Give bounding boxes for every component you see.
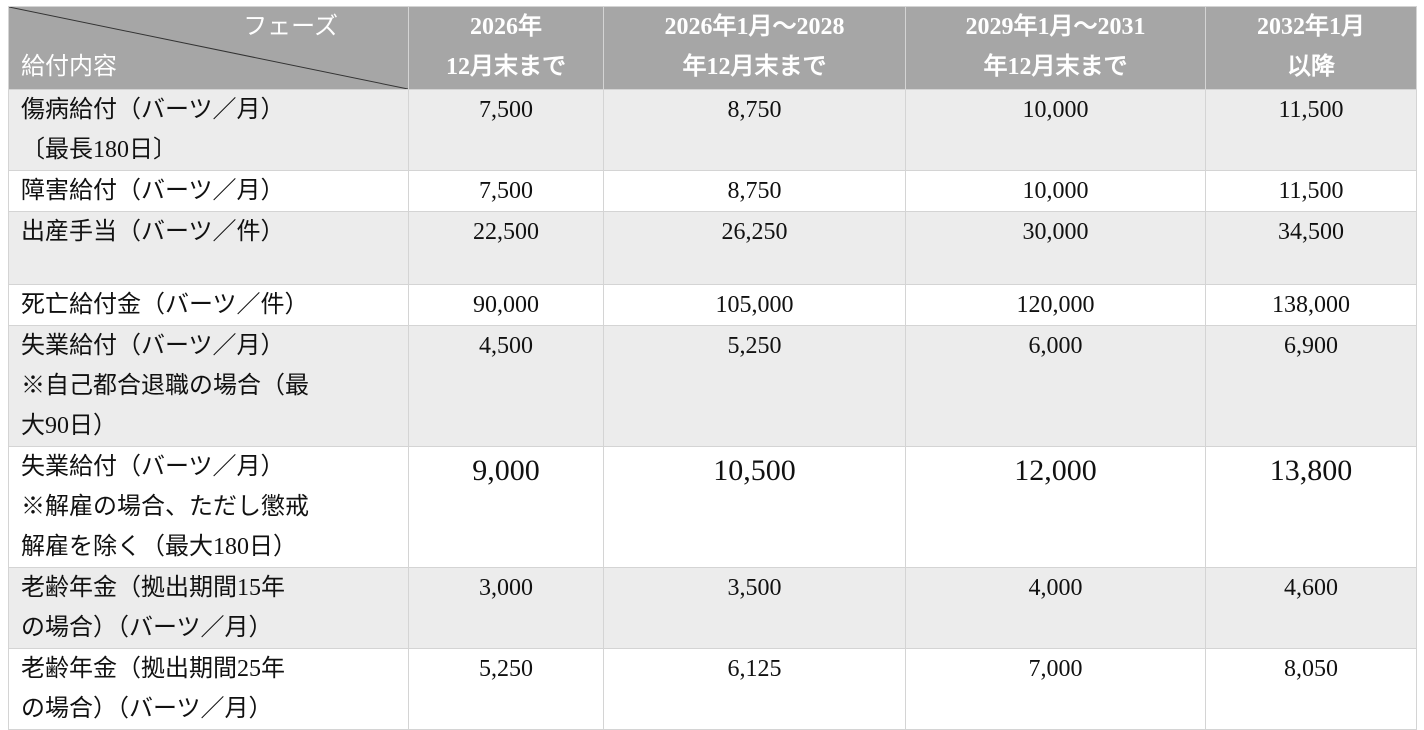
value-cell: 10,000 — [905, 89, 1206, 171]
benefit-table: フェーズ 給付内容 2026年 12月末まで 2026年1月～2028 年12月末まで… — [8, 6, 1417, 730]
value-cell: 4,500 — [408, 325, 604, 447]
value-cell: 5,250 — [603, 325, 906, 447]
header-line: 12月末まで — [446, 54, 566, 80]
column-header: 2029年1月～2031 年12月末まで — [905, 6, 1206, 90]
label-line: 大90日） — [21, 413, 117, 439]
label-line: 失業給付（バーツ／月） — [21, 333, 285, 359]
row-label: 老齢年金（拠出期間15年 の場合）（バーツ／月） — [8, 567, 409, 649]
value-cell: 4,600 — [1205, 567, 1417, 649]
corner-cell: フェーズ 給付内容 — [8, 6, 409, 90]
label-line: 死亡給付金（バーツ／件） — [21, 292, 309, 318]
header-line: 2032年1月 — [1257, 14, 1365, 40]
value-cell: 8,750 — [603, 170, 906, 212]
value-cell: 3,000 — [408, 567, 604, 649]
label-line: 解雇を除く（最大180日） — [21, 534, 297, 560]
value-cell: 11,500 — [1205, 170, 1417, 212]
value-cell: 9,000 — [408, 446, 604, 568]
label-line: の場合）（バーツ／月） — [21, 615, 273, 641]
value-cell: 26,250 — [603, 211, 906, 285]
header-line: 年12月末まで — [983, 54, 1128, 80]
value-cell: 5,250 — [408, 648, 604, 730]
value-cell: 12,000 — [905, 446, 1206, 568]
table-row: 失業給付（バーツ／月） ※解雇の場合、ただし懲戒 解雇を除く（最大180日） 9,00… — [8, 446, 1417, 568]
value-cell: 120,000 — [905, 284, 1206, 326]
value-cell: 4,000 — [905, 567, 1206, 649]
header-line: 2026年1月～2028 — [664, 14, 845, 40]
value-cell: 13,800 — [1205, 446, 1417, 568]
table-row: 傷病給付（バーツ／月） 〔最長180日〕 7,500 8,750 10,000 11,50… — [8, 89, 1417, 171]
row-label: 出産手当（バーツ／件） — [8, 211, 409, 285]
row-label: 失業給付（バーツ／月） ※解雇の場合、ただし懲戒 解雇を除く（最大180日） — [8, 446, 409, 568]
value-cell: 7,000 — [905, 648, 1206, 730]
value-cell: 6,125 — [603, 648, 906, 730]
value-cell: 90,000 — [408, 284, 604, 326]
value-cell: 22,500 — [408, 211, 604, 285]
table-row: 老齢年金（拠出期間15年 の場合）（バーツ／月） 3,000 3,500 4,000 4,… — [8, 567, 1417, 649]
table-body: 傷病給付（バーツ／月） 〔最長180日〕 7,500 8,750 10,000 11,50… — [8, 89, 1417, 730]
header-line: 年12月末まで — [682, 54, 827, 80]
header-row: フェーズ 給付内容 2026年 12月末まで 2026年1月～2028 年12月末まで… — [8, 6, 1417, 90]
row-label: 障害給付（バーツ／月） — [8, 170, 409, 212]
header-line: 2029年1月～2031 — [965, 14, 1146, 40]
column-header: 2032年1月 以降 — [1205, 6, 1417, 90]
value-cell: 6,000 — [905, 325, 1206, 447]
label-line: 〔最長180日〕 — [21, 137, 177, 163]
label-line: 傷病給付（バーツ／月） — [21, 97, 285, 123]
label-line: ※解雇の場合、ただし懲戒 — [21, 494, 309, 520]
row-label: 老齢年金（拠出期間25年 の場合）（バーツ／月） — [8, 648, 409, 730]
value-cell: 10,000 — [905, 170, 1206, 212]
column-header: 2026年 12月末まで — [408, 6, 604, 90]
column-header: 2026年1月～2028 年12月末まで — [603, 6, 906, 90]
label-line: ※自己都合退職の場合（最 — [21, 373, 309, 399]
label-line: 老齢年金（拠出期間15年 — [21, 575, 285, 601]
value-cell: 34,500 — [1205, 211, 1417, 285]
label-line: 障害給付（バーツ／月） — [21, 178, 285, 204]
label-line: 出産手当（バーツ／件） — [21, 219, 285, 245]
corner-top: フェーズ — [243, 14, 338, 40]
table-row: 障害給付（バーツ／月） 7,500 8,750 10,000 11,500 — [8, 170, 1417, 212]
value-cell: 30,000 — [905, 211, 1206, 285]
table-row: 老齢年金（拠出期間25年 の場合）（バーツ／月） 5,250 6,125 7,000 8,… — [8, 648, 1417, 730]
table-row: 失業給付（バーツ／月） ※自己都合退職の場合（最 大90日） 4,500 5,250 6,… — [8, 325, 1417, 447]
table-row: 死亡給付金（バーツ／件） 90,000 105,000 120,000 138,000 — [8, 284, 1417, 326]
value-cell: 3,500 — [603, 567, 906, 649]
row-label: 失業給付（バーツ／月） ※自己都合退職の場合（最 大90日） — [8, 325, 409, 447]
value-cell: 8,750 — [603, 89, 906, 171]
value-cell: 105,000 — [603, 284, 906, 326]
value-cell: 7,500 — [408, 170, 604, 212]
table-row: 出産手当（バーツ／件） 22,500 26,250 30,000 34,500 — [8, 211, 1417, 285]
diagonal — [9, 7, 408, 89]
header-line: 以降 — [1287, 54, 1335, 80]
header-line: 2026年 — [470, 14, 542, 40]
label-line: 老齢年金（拠出期間25年 — [21, 656, 285, 682]
corner-bottom: 給付内容 — [21, 54, 117, 80]
value-cell: 10,500 — [603, 446, 906, 568]
value-cell: 138,000 — [1205, 284, 1417, 326]
value-cell: 11,500 — [1205, 89, 1417, 171]
row-label: 傷病給付（バーツ／月） 〔最長180日〕 — [8, 89, 409, 171]
value-cell: 6,900 — [1205, 325, 1417, 447]
value-cell: 7,500 — [408, 89, 604, 171]
value-cell: 8,050 — [1205, 648, 1417, 730]
row-label: 死亡給付金（バーツ／件） — [8, 284, 409, 326]
label-line: の場合）（バーツ／月） — [21, 696, 273, 722]
label-line: 失業給付（バーツ／月） — [21, 454, 285, 480]
